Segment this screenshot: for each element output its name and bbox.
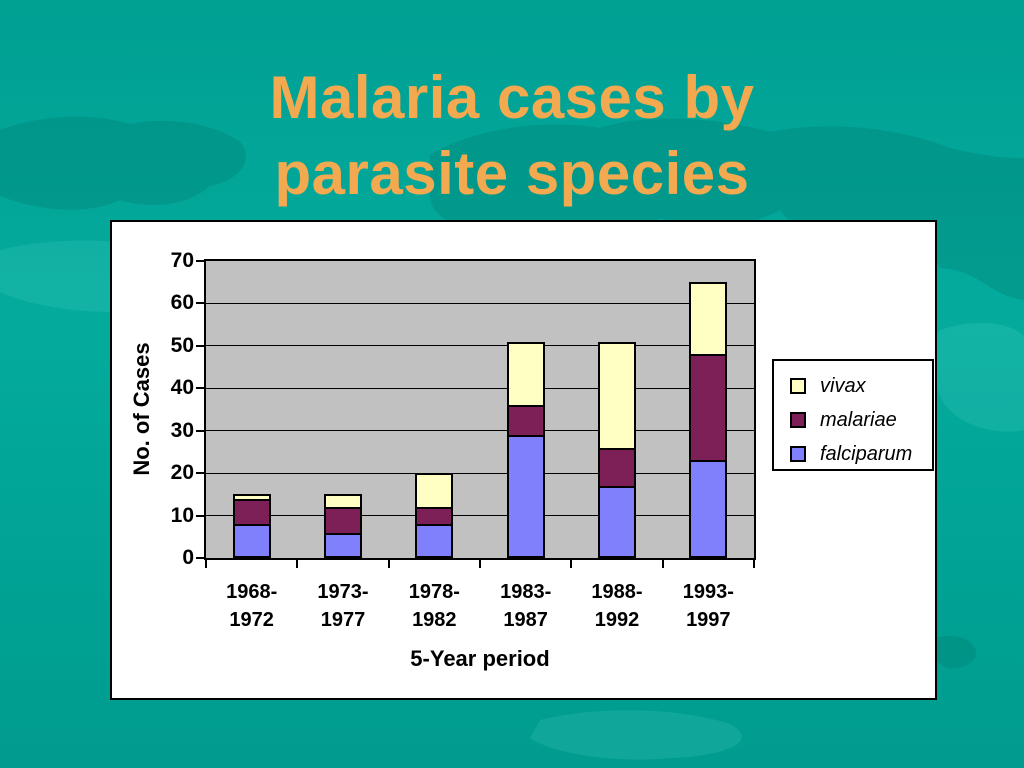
x-category-label-1973-1977: 1973- 1977 — [297, 578, 388, 634]
y-tick-40 — [196, 387, 204, 390]
legend-row-malariae: malariae — [790, 403, 932, 437]
x-category-line2: 1987 — [503, 609, 548, 631]
x-category-line1: 1978- — [408, 581, 460, 603]
bar-vivax-1973-1977 — [324, 494, 362, 510]
bar-vivax-1993-1997 — [689, 282, 728, 357]
x-tick-3 — [479, 560, 481, 568]
y-tick-label-20: 20 — [170, 461, 194, 485]
slide-title-line2: parasite species — [274, 140, 750, 207]
bar-vivax-1968-1972 — [232, 494, 271, 501]
plot-area — [204, 259, 756, 560]
x-category-line1: 1973- — [317, 581, 369, 603]
y-tick-70 — [196, 260, 204, 262]
x-category-line2: 1997 — [686, 609, 731, 631]
slide-title-line1: Malaria cases by — [269, 64, 755, 131]
x-category-label-1978-1982: 1978- 1982 — [389, 578, 480, 634]
legend-swatch-vivax — [790, 378, 806, 394]
x-category-line2: 1982 — [412, 609, 457, 631]
y-tick-label-40: 40 — [170, 376, 194, 400]
x-category-line1: 1983- — [500, 581, 552, 603]
legend-label-malariae: malariae — [820, 408, 897, 431]
gridline-30 — [206, 430, 754, 432]
y-tick-label-70: 70 — [170, 249, 194, 272]
y-tick-60 — [196, 302, 204, 305]
legend-swatch-falciparum — [790, 446, 806, 462]
x-category-line2: 1977 — [320, 609, 366, 631]
gridline-40 — [206, 387, 754, 389]
bar-malariae-1993-1997 — [689, 354, 728, 463]
slide-title: Malaria cases by parasite species — [0, 60, 1024, 212]
chart-frame: No. of Cases 0 10 20 30 40 50 60 70 1968- 1972 197… — [110, 220, 937, 700]
bar-falciparum-1993-1997 — [689, 460, 728, 558]
x-tick-6 — [753, 560, 755, 568]
gridline-60 — [206, 302, 754, 304]
bar-falciparum-1988-1992 — [598, 485, 636, 558]
x-category-label-1988-1992: 1988- 1992 — [571, 578, 662, 634]
legend-label-vivax: vivax — [820, 374, 866, 397]
bar-falciparum-1978-1982 — [415, 524, 454, 558]
gridline-20 — [206, 472, 754, 474]
x-tick-0 — [205, 560, 207, 568]
y-tick-50 — [196, 344, 204, 347]
x-category-line2: 1972 — [229, 609, 274, 631]
x-tick-2 — [387, 560, 390, 568]
y-tick-label-30: 30 — [170, 418, 194, 442]
x-tick-4 — [570, 560, 573, 568]
x-tick-1 — [296, 560, 299, 568]
x-category-label-1968-1972: 1968- 1972 — [206, 578, 297, 634]
gridline-10 — [206, 515, 754, 517]
bar-malariae-1983-1987 — [506, 405, 545, 437]
gridline-50 — [206, 345, 754, 347]
legend-label-falciparum: falciparum — [820, 442, 913, 465]
bar-vivax-1983-1987 — [506, 341, 545, 408]
axes-layer: 0 10 20 30 40 50 60 70 1968- 1972 1973- 1977 1978- 19… — [112, 222, 935, 698]
y-tick-label-60: 60 — [170, 291, 194, 315]
chart-legend: vivax malariae falciparum — [772, 359, 934, 471]
legend-row-vivax: vivax — [790, 369, 932, 403]
bar-vivax-1978-1982 — [415, 473, 454, 510]
bar-malariae-1973-1977 — [324, 507, 362, 535]
x-category-line1: 1993- — [682, 581, 734, 603]
y-tick-0 — [196, 557, 204, 559]
y-tick-10 — [196, 514, 204, 517]
bar-vivax-1988-1992 — [598, 341, 636, 450]
legend-row-falciparum: falciparum — [790, 437, 932, 471]
y-tick-label-0: 0 — [182, 546, 194, 569]
y-tick-label-10: 10 — [170, 503, 194, 527]
bar-falciparum-1983-1987 — [506, 434, 545, 558]
x-category-line2: 1992 — [594, 609, 640, 631]
x-category-line1: 1988- — [591, 581, 643, 603]
y-tick-label-50: 50 — [170, 333, 194, 357]
x-category-line1: 1968- — [226, 581, 278, 603]
x-axis-title: 5-Year period — [410, 646, 550, 671]
y-tick-20 — [196, 472, 204, 475]
x-category-label-1993-1997: 1993- 1997 — [663, 578, 754, 634]
y-tick-30 — [196, 429, 204, 432]
x-tick-5 — [661, 560, 664, 568]
bar-malariae-1988-1992 — [598, 447, 636, 488]
legend-swatch-malariae — [790, 412, 806, 428]
x-category-label-1983-1987: 1983- 1987 — [480, 578, 571, 634]
